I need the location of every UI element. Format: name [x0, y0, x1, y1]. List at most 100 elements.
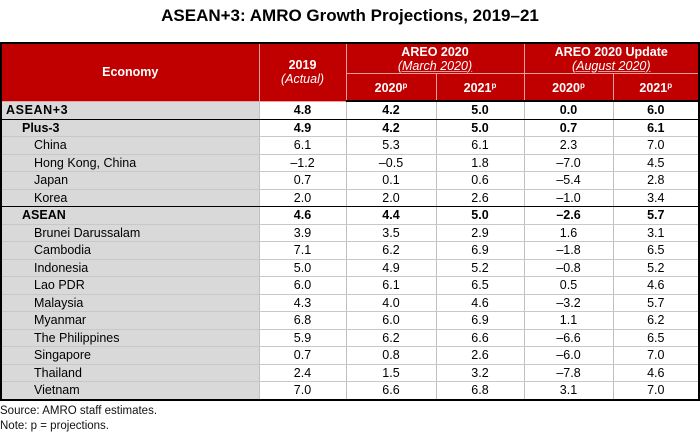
value-update-2020: –1.0	[523, 189, 613, 207]
table-row: Korea 2.0 2.0 2.6 –1.0 3.4	[1, 189, 700, 207]
value-update-2021: 3.1	[612, 224, 700, 242]
table-row: Cambodia 7.1 6.2 6.9 –1.8 6.5	[1, 241, 700, 260]
value-update-2020: –0.8	[523, 259, 613, 277]
value-areo-2020: 4.2	[345, 119, 436, 137]
table-title: ASEAN+3: AMRO Growth Projections, 2019–2…	[161, 6, 539, 25]
value-update-2020: 0.0	[523, 101, 613, 120]
economy-name: Korea	[1, 189, 259, 207]
value-update-2020: 1.1	[523, 311, 613, 330]
value-areo-2021: 6.9	[435, 241, 524, 260]
value-update-2021: 3.4	[612, 189, 700, 207]
economy-name: Thailand	[1, 364, 259, 382]
economy-name: Myanmar	[1, 311, 259, 330]
value-areo-2020: 0.8	[345, 346, 436, 365]
value-2019-actual: 0.7	[258, 171, 346, 190]
table-row: ASEAN 4.6 4.4 5.0 –2.6 5.7	[1, 206, 700, 225]
economy-name: Brunei Darussalam	[1, 224, 259, 242]
value-update-2021: 7.0	[612, 381, 700, 400]
header-update-2020p: 2020p	[523, 73, 614, 102]
table-row: ASEAN+3 4.8 4.2 5.0 0.0 6.0	[1, 101, 700, 120]
header-areo-sub: (March 2020)	[397, 58, 473, 73]
value-update-2020: 2.3	[523, 136, 613, 155]
value-update-2021: 6.1	[612, 119, 700, 137]
value-areo-2020: 4.2	[345, 101, 436, 120]
value-2019-actual: 4.9	[258, 119, 346, 137]
header-actual-label: (Actual)	[280, 72, 325, 87]
value-areo-2021: 0.6	[435, 171, 524, 190]
table-row: Thailand 2.4 1.5 3.2 –7.8 4.6	[1, 364, 700, 382]
table-row: China 6.1 5.3 6.1 2.3 7.0	[1, 136, 700, 155]
value-update-2020: –7.0	[523, 154, 613, 172]
value-areo-2020: 6.6	[345, 381, 436, 400]
value-update-2020: –6.0	[523, 346, 613, 365]
table-row: Malaysia 4.3 4.0 4.6 –3.2 5.7	[1, 294, 700, 312]
value-update-2021: 5.7	[612, 206, 700, 225]
value-update-2021: 7.0	[612, 346, 700, 365]
value-update-2020: –5.4	[523, 171, 613, 190]
value-areo-2021: 6.6	[435, 329, 524, 347]
header-update-2021p: 2021p	[612, 73, 700, 102]
projection-note: Note: p = projections.	[0, 420, 109, 432]
value-areo-2020: 3.5	[345, 224, 436, 242]
value-areo-2021: 3.2	[435, 364, 524, 382]
value-update-2020: –2.6	[523, 206, 613, 225]
header-areo-2021p: 2021p	[435, 73, 525, 102]
table-row: Lao PDR 6.0 6.1 6.5 0.5 4.6	[1, 276, 700, 295]
header-areo-2020: AREO 2020 (March 2020)	[345, 43, 525, 74]
header-2019-year: 2019	[288, 58, 317, 73]
value-areo-2021: 5.0	[435, 119, 524, 137]
table-row: The Philippines 5.9 6.2 6.6 –6.6 6.5	[1, 329, 700, 347]
value-areo-2020: 1.5	[345, 364, 436, 382]
value-update-2020: –6.6	[523, 329, 613, 347]
value-areo-2021: 5.0	[435, 101, 524, 120]
value-update-2021: 4.5	[612, 154, 700, 172]
economy-name: Plus-3	[1, 119, 259, 137]
value-areo-2020: 0.1	[345, 171, 436, 190]
economy-name: Lao PDR	[1, 276, 259, 295]
header-update-title: AREO 2020 Update	[554, 44, 668, 59]
value-2019-actual: 7.1	[258, 241, 346, 260]
value-update-2021: 7.0	[612, 136, 700, 155]
value-areo-2021: 2.6	[435, 189, 524, 207]
value-2019-actual: 6.1	[258, 136, 346, 155]
economy-name: ASEAN+3	[1, 101, 259, 120]
value-update-2020: –3.2	[523, 294, 613, 312]
value-2019-actual: 4.3	[258, 294, 346, 312]
economy-name: Hong Kong, China	[1, 154, 259, 172]
header-economy: Economy	[0, 43, 260, 102]
economy-name: The Philippines	[1, 329, 259, 347]
table-notes: Source: AMRO staff estimates. Note: p = …	[0, 404, 157, 434]
value-2019-actual: 4.6	[258, 206, 346, 225]
value-areo-2021: 2.9	[435, 224, 524, 242]
value-2019-actual: 6.8	[258, 311, 346, 330]
value-update-2020: –1.8	[523, 241, 613, 260]
value-2019-actual: 2.4	[258, 364, 346, 382]
value-areo-2020: 5.3	[345, 136, 436, 155]
economy-name: Malaysia	[1, 294, 259, 312]
value-update-2021: 6.2	[612, 311, 700, 330]
value-update-2021: 4.6	[612, 364, 700, 382]
economy-name: Vietnam	[1, 381, 259, 400]
value-areo-2021: 6.8	[435, 381, 524, 400]
value-areo-2020: 4.4	[345, 206, 436, 225]
value-update-2020: 1.6	[523, 224, 613, 242]
value-areo-2021: 5.0	[435, 206, 524, 225]
economy-name: Cambodia	[1, 241, 259, 260]
value-areo-2020: 6.1	[345, 276, 436, 295]
value-update-2020: –7.8	[523, 364, 613, 382]
value-2019-actual: 3.9	[258, 224, 346, 242]
value-areo-2020: 6.0	[345, 311, 436, 330]
value-areo-2021: 1.8	[435, 154, 524, 172]
value-update-2021: 6.0	[612, 101, 700, 120]
value-update-2021: 5.7	[612, 294, 700, 312]
value-update-2020: 0.5	[523, 276, 613, 295]
value-update-2021: 6.5	[612, 329, 700, 347]
header-areo-2020p: 2020p	[345, 73, 437, 102]
value-update-2020: 3.1	[523, 381, 613, 400]
value-2019-actual: 5.9	[258, 329, 346, 347]
table-row: Plus-3 4.9 4.2 5.0 0.7 6.1	[1, 119, 700, 137]
economy-name: ASEAN	[1, 206, 259, 225]
value-areo-2020: 2.0	[345, 189, 436, 207]
value-areo-2021: 5.2	[435, 259, 524, 277]
value-areo-2021: 6.9	[435, 311, 524, 330]
